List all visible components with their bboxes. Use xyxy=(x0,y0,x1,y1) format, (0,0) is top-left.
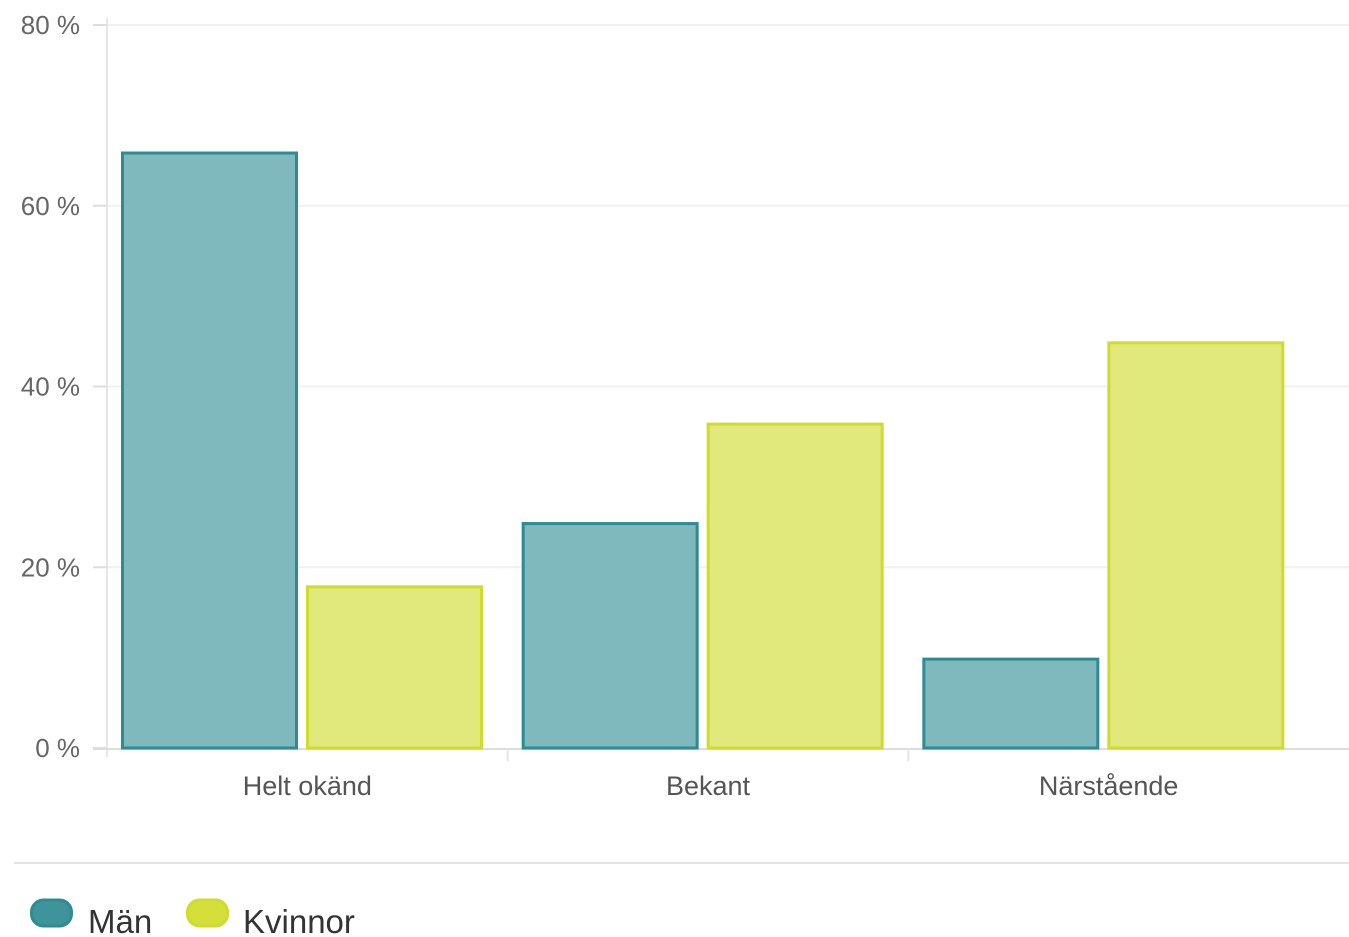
bar-man-1[interactable] xyxy=(521,522,699,750)
x-tick-label: Helt okänd xyxy=(243,771,372,801)
legend-label[interactable]: Män xyxy=(88,903,152,937)
bars xyxy=(121,151,1285,750)
x-tick-label: Närstående xyxy=(1039,771,1179,801)
bar-kvinnor-2[interactable] xyxy=(1107,341,1285,750)
legend: Män Kvinnor xyxy=(30,898,355,937)
bar-man-2[interactable] xyxy=(922,657,1100,750)
bar-kvinnor-1[interactable] xyxy=(706,422,884,750)
y-tick-label: 80 % xyxy=(21,10,80,40)
y-tick-label: 0 % xyxy=(35,733,80,763)
legend-label[interactable]: Kvinnor xyxy=(243,903,355,937)
bar-man-0[interactable] xyxy=(121,151,298,750)
bar-kvinnor-0[interactable] xyxy=(306,585,483,750)
y-tick-label: 20 % xyxy=(21,552,80,582)
legend-swatch[interactable] xyxy=(30,898,73,928)
y-axis-ticks: 0 % 20 % 40 % 60 % 80 % xyxy=(21,10,107,763)
legend-swatch[interactable] xyxy=(186,898,229,928)
x-tick-label: Bekant xyxy=(666,771,751,801)
y-tick-label: 40 % xyxy=(21,372,80,402)
y-tick-label: 60 % xyxy=(21,191,80,221)
x-axis-labels: Helt okänd Bekant Närstående xyxy=(243,771,1179,801)
